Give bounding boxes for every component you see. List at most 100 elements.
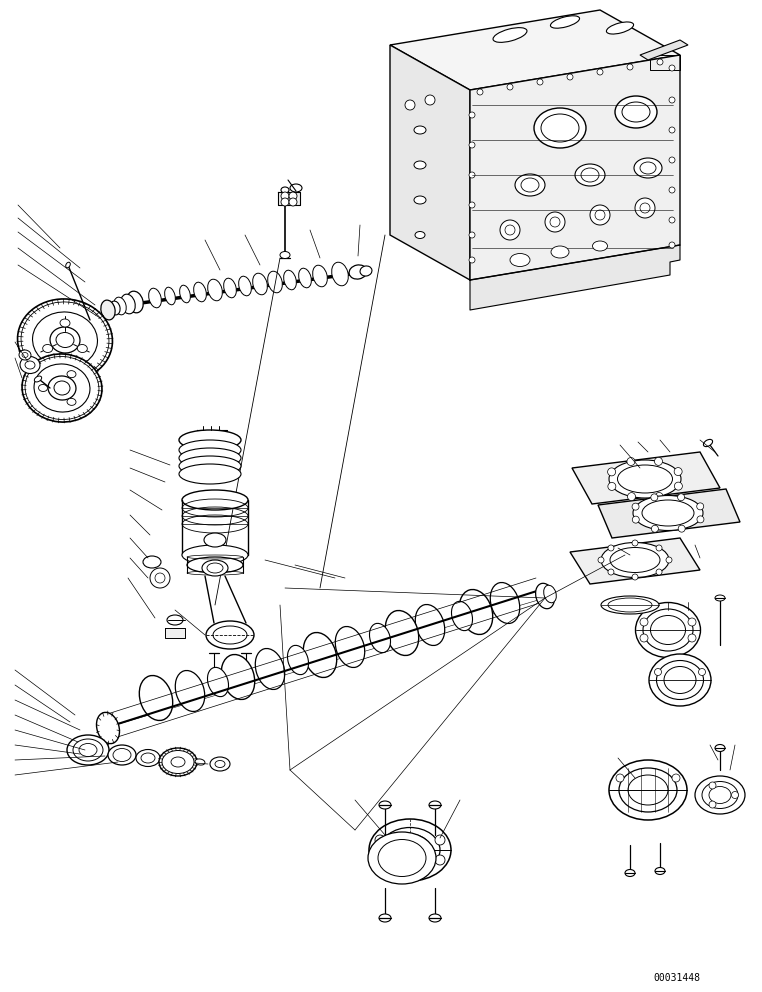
- Ellipse shape: [281, 187, 289, 193]
- Ellipse shape: [187, 557, 243, 573]
- Circle shape: [590, 205, 610, 225]
- Circle shape: [669, 187, 675, 193]
- Circle shape: [709, 801, 716, 808]
- Ellipse shape: [204, 533, 226, 547]
- Ellipse shape: [378, 839, 426, 877]
- Ellipse shape: [601, 543, 669, 577]
- Ellipse shape: [459, 589, 493, 635]
- Ellipse shape: [54, 381, 70, 395]
- Ellipse shape: [610, 548, 660, 572]
- Circle shape: [435, 855, 445, 865]
- Polygon shape: [640, 40, 688, 60]
- Ellipse shape: [415, 604, 445, 646]
- Ellipse shape: [202, 560, 228, 576]
- Circle shape: [709, 782, 716, 789]
- Ellipse shape: [331, 262, 348, 286]
- Ellipse shape: [642, 500, 694, 526]
- Ellipse shape: [50, 327, 80, 353]
- Ellipse shape: [101, 301, 115, 319]
- Polygon shape: [570, 538, 700, 584]
- Circle shape: [635, 198, 655, 218]
- Circle shape: [656, 545, 662, 551]
- Ellipse shape: [657, 661, 703, 699]
- Ellipse shape: [267, 271, 283, 293]
- Circle shape: [567, 74, 573, 80]
- Ellipse shape: [415, 231, 425, 238]
- Circle shape: [652, 525, 658, 533]
- Circle shape: [655, 669, 661, 676]
- Ellipse shape: [79, 743, 97, 757]
- Ellipse shape: [126, 292, 143, 312]
- Ellipse shape: [703, 439, 712, 446]
- Ellipse shape: [179, 440, 241, 460]
- Circle shape: [281, 198, 289, 206]
- Ellipse shape: [380, 827, 440, 873]
- Circle shape: [632, 540, 638, 546]
- Circle shape: [608, 569, 614, 575]
- Ellipse shape: [34, 376, 42, 382]
- Circle shape: [657, 59, 663, 65]
- Ellipse shape: [215, 761, 225, 768]
- Ellipse shape: [221, 655, 255, 699]
- Ellipse shape: [368, 832, 436, 884]
- Polygon shape: [650, 55, 680, 70]
- Circle shape: [608, 482, 616, 490]
- Circle shape: [607, 468, 616, 476]
- Ellipse shape: [622, 102, 650, 122]
- Circle shape: [666, 557, 672, 563]
- Ellipse shape: [141, 753, 155, 763]
- Ellipse shape: [303, 633, 337, 678]
- Ellipse shape: [651, 615, 686, 645]
- Ellipse shape: [551, 246, 569, 258]
- Ellipse shape: [625, 870, 635, 877]
- Circle shape: [550, 217, 560, 227]
- Polygon shape: [197, 430, 227, 442]
- Ellipse shape: [162, 751, 194, 774]
- Ellipse shape: [180, 286, 190, 303]
- Ellipse shape: [179, 430, 241, 450]
- Circle shape: [469, 232, 475, 238]
- Ellipse shape: [643, 609, 693, 651]
- Circle shape: [696, 503, 704, 510]
- Circle shape: [405, 100, 415, 110]
- Ellipse shape: [143, 556, 161, 568]
- Circle shape: [627, 64, 633, 70]
- Ellipse shape: [179, 464, 241, 484]
- Ellipse shape: [715, 745, 725, 752]
- Circle shape: [616, 774, 624, 782]
- Ellipse shape: [114, 298, 126, 314]
- Ellipse shape: [349, 265, 367, 279]
- Ellipse shape: [335, 627, 365, 668]
- Ellipse shape: [136, 750, 160, 767]
- Ellipse shape: [207, 668, 229, 696]
- Circle shape: [655, 492, 663, 501]
- Polygon shape: [572, 452, 720, 504]
- Ellipse shape: [379, 914, 391, 922]
- Ellipse shape: [702, 782, 738, 808]
- Ellipse shape: [649, 654, 711, 706]
- Circle shape: [469, 142, 475, 148]
- Polygon shape: [165, 628, 185, 638]
- Ellipse shape: [149, 289, 162, 308]
- Ellipse shape: [34, 364, 90, 412]
- Circle shape: [640, 203, 650, 213]
- Circle shape: [150, 568, 170, 588]
- Ellipse shape: [715, 595, 725, 601]
- Ellipse shape: [634, 158, 662, 178]
- Circle shape: [155, 573, 165, 583]
- Circle shape: [640, 634, 648, 642]
- Circle shape: [375, 835, 385, 845]
- Ellipse shape: [113, 749, 131, 762]
- Circle shape: [608, 545, 614, 551]
- Circle shape: [699, 669, 706, 676]
- Circle shape: [688, 618, 696, 626]
- Ellipse shape: [360, 266, 372, 276]
- Ellipse shape: [601, 596, 659, 614]
- Ellipse shape: [575, 164, 605, 186]
- Ellipse shape: [515, 174, 545, 196]
- Circle shape: [425, 95, 435, 105]
- Circle shape: [674, 467, 682, 475]
- Ellipse shape: [521, 178, 539, 192]
- Circle shape: [669, 157, 675, 163]
- Circle shape: [632, 516, 639, 523]
